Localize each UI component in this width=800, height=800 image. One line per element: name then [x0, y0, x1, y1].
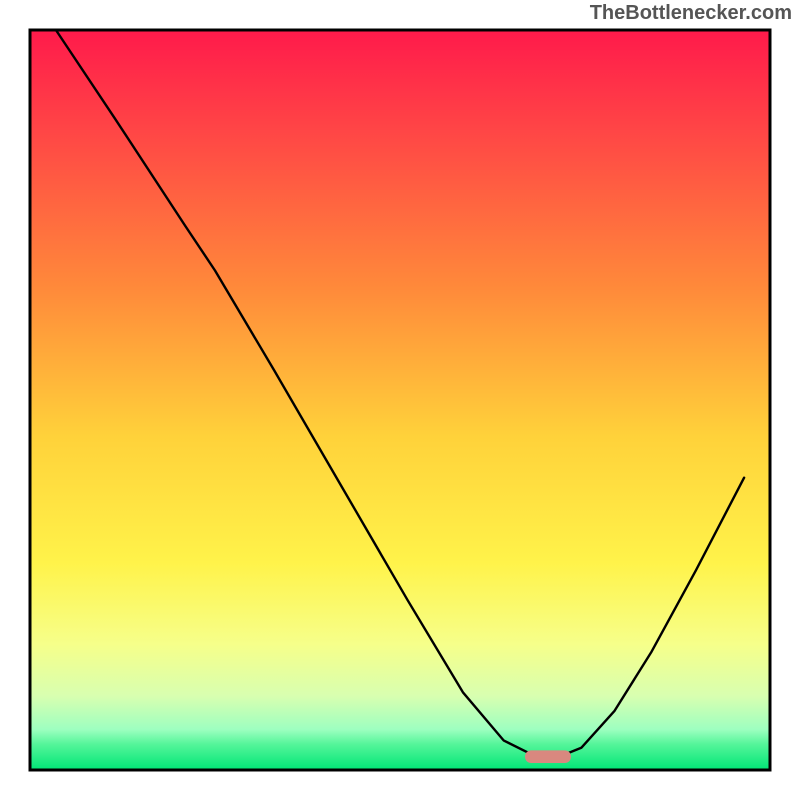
- gradient-background: [30, 30, 770, 770]
- bottleneck-chart: [0, 0, 800, 800]
- optimum-marker: [525, 750, 571, 763]
- chart-container: TheBottlenecker.com: [0, 0, 800, 800]
